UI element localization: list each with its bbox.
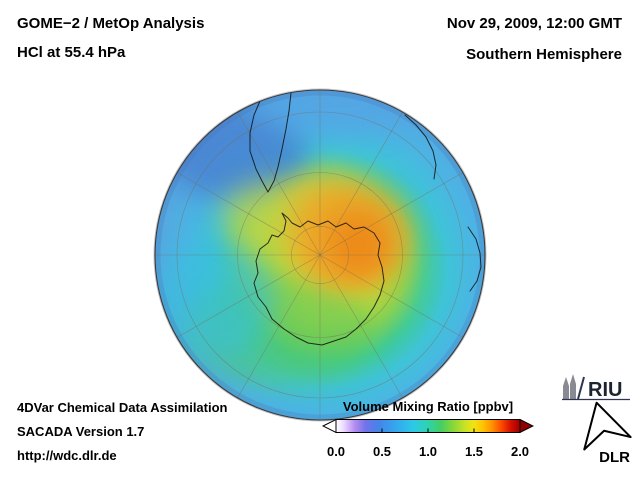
australia-coastline bbox=[467, 226, 482, 292]
plot-datetime: Nov 29, 2009, 12:00 GMT bbox=[446, 15, 622, 32]
plot-title-line2: HCl at 55.4 hPa bbox=[17, 44, 126, 61]
footer-assimilation: 4DVar Chemical Data Assimilation bbox=[17, 400, 228, 415]
plot-title-line1: GOME−2 / MetOp Analysis bbox=[17, 15, 205, 32]
colorbar-tick-label: 0.0 bbox=[326, 444, 346, 459]
colorbar-title: Volume Mixing Ratio [ppbv] bbox=[342, 399, 514, 414]
africa-coastline bbox=[404, 114, 437, 180]
antarctica-coastline bbox=[253, 212, 385, 346]
riu-logo: RIU bbox=[562, 374, 630, 401]
colorbar-tick-label: 1.5 bbox=[464, 444, 484, 459]
globe-outer-ring bbox=[153, 88, 487, 422]
riu-slash-mark bbox=[577, 376, 585, 400]
colorbar-tick-label: 2.0 bbox=[510, 444, 530, 459]
plot-hemisphere: Southern Hemisphere bbox=[466, 46, 622, 63]
colorbar-tick-labels: 0.0 0.5 1.0 1.5 2.0 bbox=[322, 444, 534, 460]
cathedral-icon bbox=[570, 374, 576, 399]
colorbar bbox=[322, 418, 534, 434]
footer-version: SACADA Version 1.7 bbox=[17, 424, 145, 439]
riu-logo-text: RIU bbox=[588, 379, 622, 401]
colorbar-left-arrow bbox=[322, 418, 337, 434]
footer-url: http://wdc.dlr.de bbox=[17, 448, 117, 463]
south-america-coastline bbox=[249, 92, 292, 193]
colorbar-tickmarks bbox=[335, 428, 521, 433]
dlr-logo-text: DLR bbox=[599, 449, 630, 466]
dlr-logo: DLR bbox=[583, 401, 632, 466]
dlr-emblem-icon bbox=[583, 401, 632, 451]
colorbar-tick-label: 0.5 bbox=[372, 444, 392, 459]
colorbar-tick-label: 1.0 bbox=[418, 444, 438, 459]
globe-rim bbox=[154, 89, 486, 421]
graticule bbox=[155, 90, 485, 420]
globe-map bbox=[153, 88, 487, 422]
cathedral-icon bbox=[563, 377, 569, 399]
colorbar-right-arrow bbox=[519, 418, 534, 434]
